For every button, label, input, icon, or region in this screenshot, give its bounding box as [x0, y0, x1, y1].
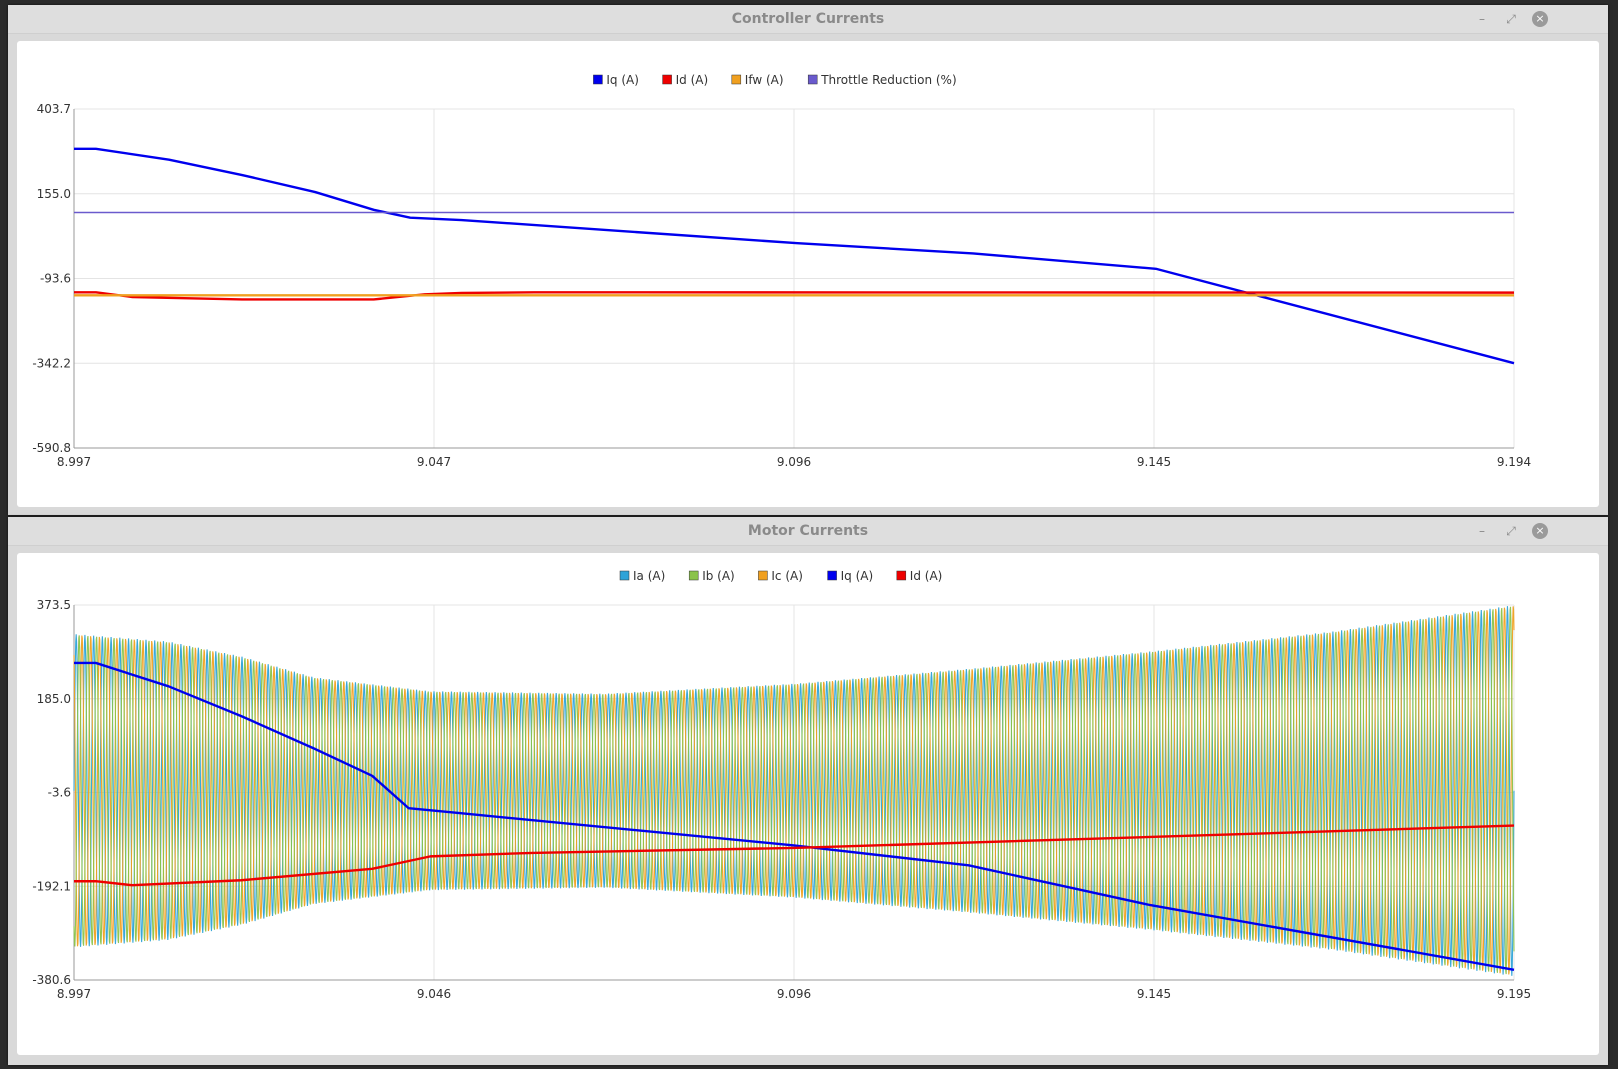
- y-tick-label: -192.1: [32, 879, 71, 893]
- legend-label: Throttle Reduction (%): [820, 73, 956, 87]
- x-tick-label: 9.145: [1137, 455, 1171, 469]
- legend-label: Id (A): [910, 569, 943, 583]
- legend-item: Ic (A): [758, 569, 803, 583]
- legend-item: Id (A): [896, 569, 943, 583]
- legend-item: Ia (A): [619, 569, 665, 583]
- y-tick-label: -93.6: [40, 272, 71, 286]
- y-tick-label: -342.2: [32, 356, 71, 370]
- window-title: Controller Currents: [731, 11, 885, 27]
- x-tick-label: 9.195: [1497, 987, 1531, 1001]
- iq-series-line: [74, 661, 1515, 971]
- x-tick-label: 9.046: [417, 987, 451, 1001]
- x-tick-label: 9.096: [777, 455, 811, 469]
- legend-label: Id (A): [676, 73, 709, 87]
- legend-swatch: [688, 570, 699, 581]
- legend-label: Ifw (A): [745, 73, 784, 87]
- close-button[interactable]: ×: [1532, 523, 1548, 539]
- legend-swatch: [662, 74, 672, 85]
- controller-currents-window: Controller Currents – ⤢ × Iq (A) Id (A) If…: [8, 5, 1608, 515]
- x-tick-label: 8.997: [57, 455, 91, 469]
- legend-swatch: [731, 74, 742, 85]
- window-title: Motor Currents: [747, 523, 869, 539]
- legend-item: Iq (A): [827, 569, 874, 583]
- ic-phase-current-line: [73, 606, 1515, 975]
- y-tick-label: -590.8: [32, 441, 71, 455]
- legend-item: Throttle Reduction (%): [807, 73, 957, 87]
- ia-phase-current-line: [73, 606, 1515, 976]
- x-tick-label: 9.096: [777, 987, 811, 1001]
- id-series-line: [74, 291, 1515, 301]
- ib-phase-current-line: [73, 606, 1515, 975]
- chart-panel: Ia (A) Ib (A) Ic (A) Iq (A) Id (A) 8.997 9.046…: [17, 553, 1599, 1055]
- close-button[interactable]: ×: [1532, 11, 1548, 27]
- chart-panel: Iq (A) Id (A) Ifw (A) Throttle Reduction (%…: [17, 41, 1599, 507]
- legend-swatch: [619, 570, 630, 581]
- legend-item: Ifw (A): [731, 73, 784, 87]
- iq-series-line: [74, 147, 1515, 365]
- id-series-line: [74, 824, 1515, 887]
- x-tick-label: 8.997: [57, 987, 91, 1001]
- legend-label: Iq (A): [606, 73, 639, 87]
- window-titlebar[interactable]: Motor Currents – ⤢ ×: [8, 517, 1608, 546]
- x-tick-label: 9.194: [1497, 455, 1531, 469]
- legend-swatch: [807, 74, 818, 85]
- motor-currents-window: Motor Currents – ⤢ × Ia (A) Ib (A) Ic (A) I…: [8, 517, 1608, 1065]
- y-tick-label: -3.6: [48, 786, 71, 800]
- y-tick-label: 155.0: [37, 187, 71, 201]
- legend-item: Iq (A): [593, 73, 639, 87]
- x-tick-label: 9.145: [1137, 987, 1171, 1001]
- y-tick-label: 373.5: [37, 598, 71, 612]
- y-tick-label: -380.6: [32, 973, 71, 987]
- minimize-button[interactable]: –: [1479, 12, 1485, 26]
- legend-swatch: [896, 570, 907, 581]
- maximize-button[interactable]: ⤢: [1506, 524, 1516, 538]
- legend-swatch: [758, 570, 768, 581]
- chart-legend: Iq (A) Id (A) Ifw (A) Throttle Reduction (%…: [593, 73, 957, 87]
- legend-swatch: [593, 74, 603, 85]
- legend-swatch: [827, 570, 837, 581]
- controller-currents-chart[interactable]: Iq (A) Id (A) Ifw (A) Throttle Reduction (%…: [17, 41, 1599, 507]
- chart-legend: Ia (A) Ib (A) Ic (A) Iq (A) Id (A): [619, 569, 943, 583]
- legend-item: Id (A): [662, 73, 709, 87]
- window-titlebar[interactable]: Controller Currents – ⤢ ×: [8, 5, 1608, 34]
- legend-label: Ic (A): [771, 569, 803, 583]
- y-tick-label: 403.7: [37, 102, 71, 116]
- legend-label: Iq (A): [841, 569, 874, 583]
- maximize-button[interactable]: ⤢: [1506, 12, 1516, 26]
- y-tick-label: 185.0: [37, 692, 71, 706]
- minimize-button[interactable]: –: [1479, 524, 1485, 538]
- legend-label: Ib (A): [702, 569, 735, 583]
- legend-label: Ia (A): [633, 569, 665, 583]
- legend-item: Ib (A): [688, 569, 735, 583]
- motor-currents-chart[interactable]: Ia (A) Ib (A) Ic (A) Iq (A) Id (A) 8.997 9.046…: [17, 553, 1599, 1055]
- x-tick-label: 9.047: [417, 455, 451, 469]
